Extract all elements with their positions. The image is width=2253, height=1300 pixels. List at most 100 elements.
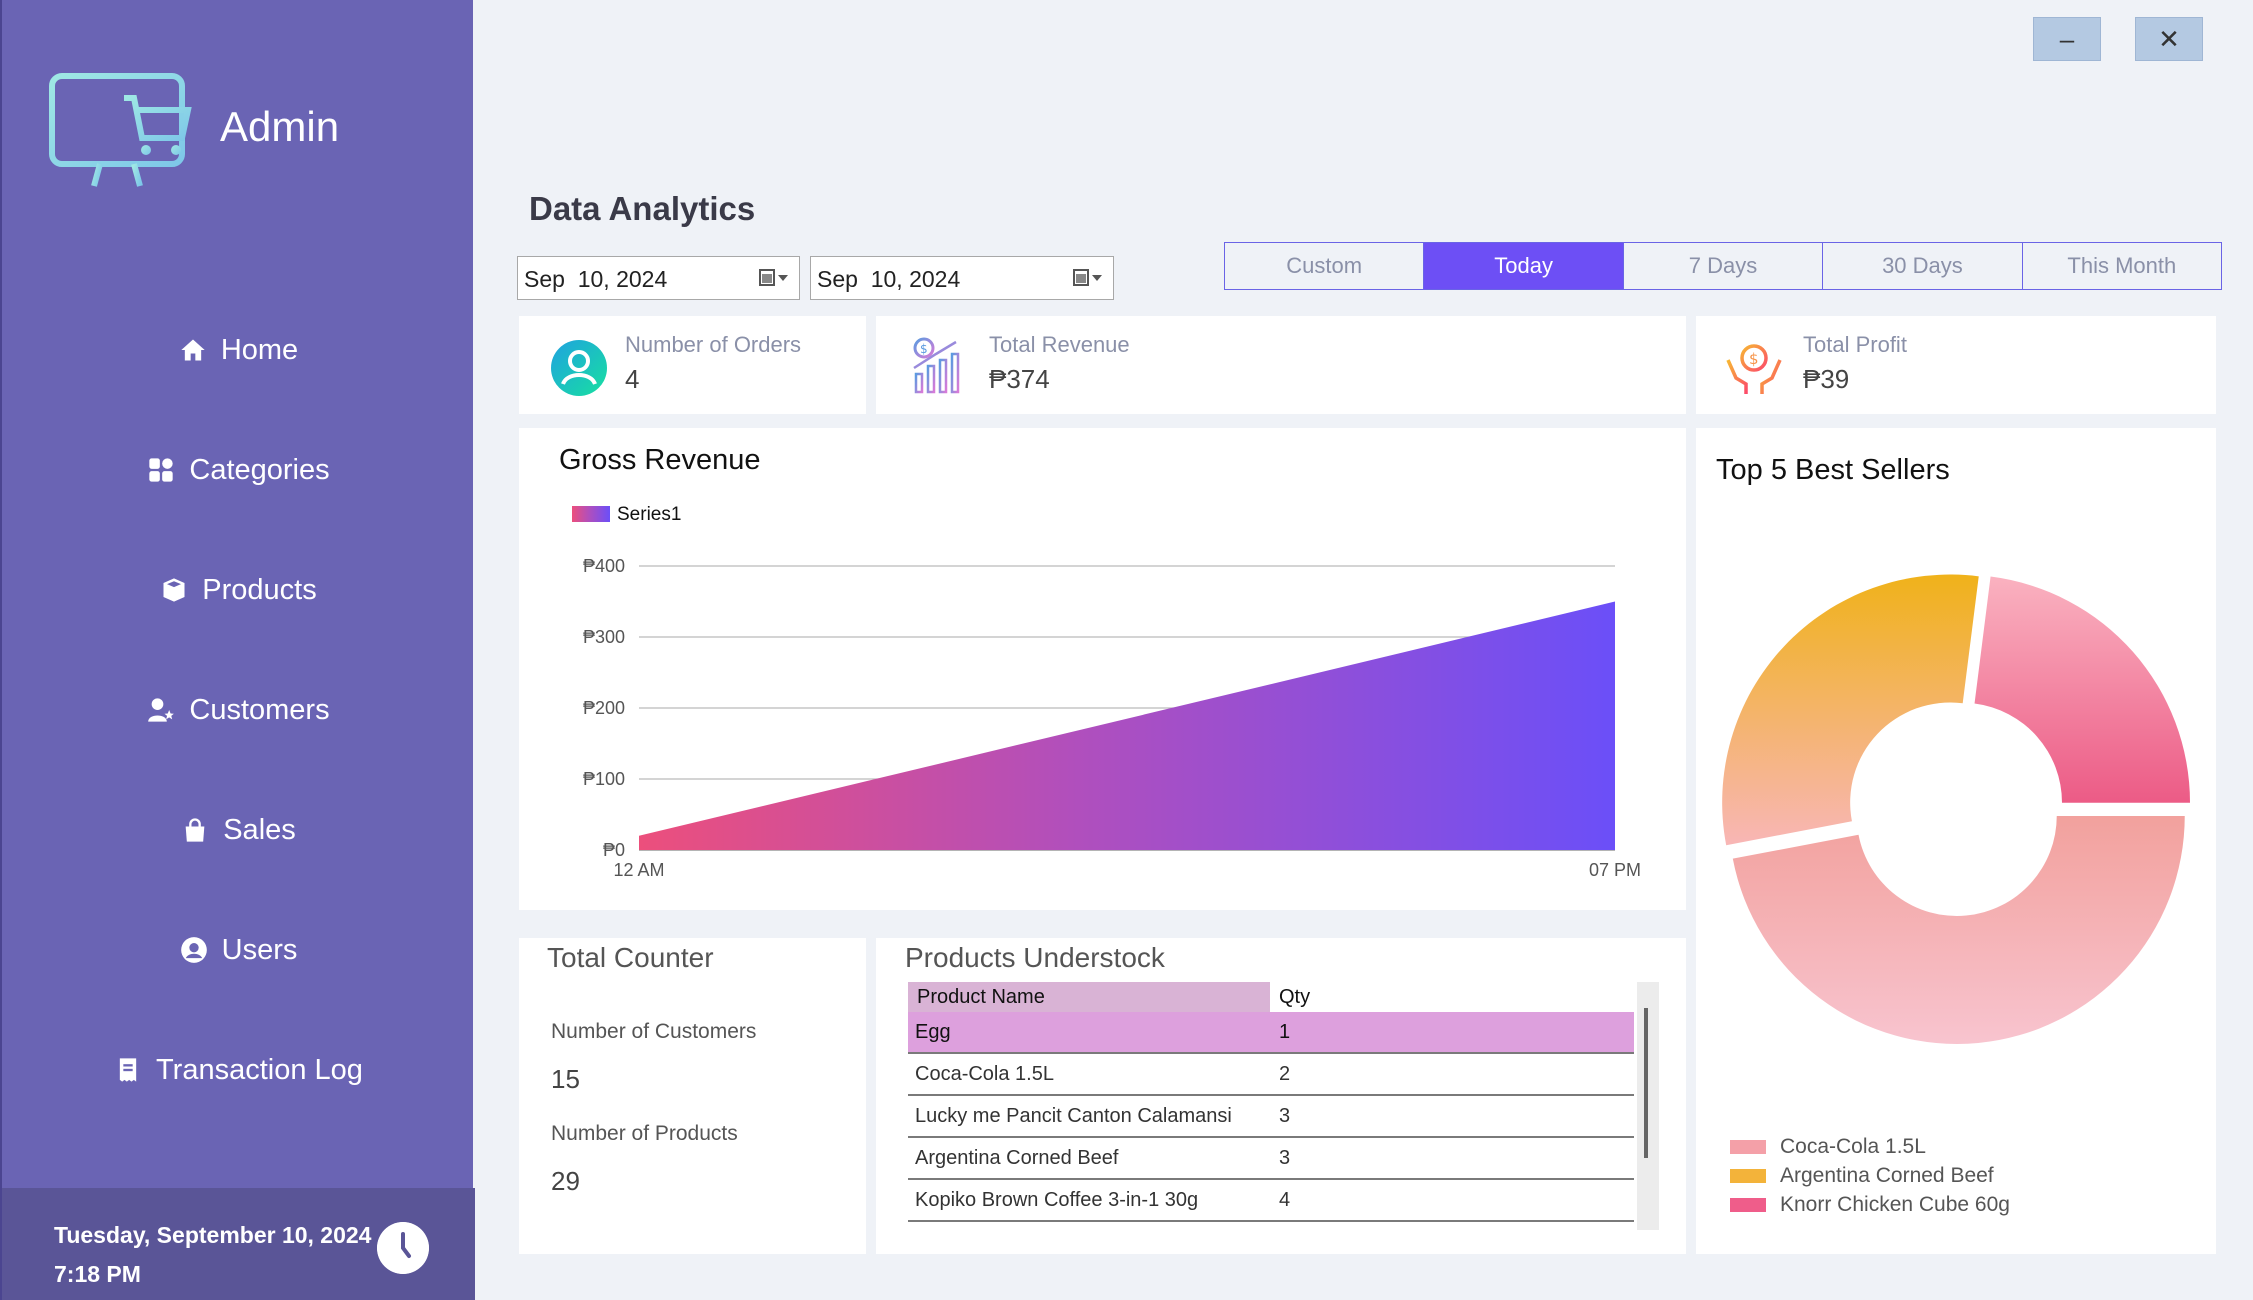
orders-card: Number of Orders 4 [519,316,866,414]
gross-revenue-chart: Series1 ₱0 ₱100 ₱200 ₱300 ₱400 12 AM 07 PM [572,504,1641,880]
understock-table: Product Name Qty Egg 1 Coca-Cola 1.5L 2 … [908,982,1634,1222]
tab-this-month[interactable]: This Month [2022,243,2222,289]
date-from-picker[interactable]: Sep 10, 2024 [517,256,800,300]
legend-swatch [1730,1198,1766,1212]
sidebar-item-products[interactable]: Products [2,530,475,650]
sidebar-item-label: Categories [189,453,330,486]
revenue-value: ₱374 [989,364,1050,394]
sidebar-footer: Tuesday, September 10, 2024 7:18 PM [2,1188,475,1300]
understock-title: Products Understock [905,942,1165,973]
legend-label: Coca-Cola 1.5L [1780,1135,1926,1158]
column-header-qty[interactable]: Qty [1270,982,1634,1012]
customers-count-label: Number of Customers [551,1020,757,1043]
profit-value: ₱39 [1803,364,1850,394]
legend-label: Argentina Corned Beef [1780,1164,1994,1187]
orders-value: 4 [625,364,640,394]
series1-area [639,601,1615,850]
current-date: Tuesday, September 10, 2024 [54,1222,372,1248]
legend-label: Knorr Chicken Cube 60g [1780,1193,2010,1216]
best-sellers-donut [1722,574,2191,1044]
store-monitor-icon [49,73,192,191]
svg-text:$: $ [1749,350,1759,368]
profit-card: $ Total Profit ₱39 [1696,316,2216,414]
cell-qty: 4 [1279,1188,1291,1211]
revenue-card: $ Total Revenue ₱374 [876,316,1686,414]
date-to-picker[interactable]: Sep 10, 2024 [810,256,1114,300]
user-star-icon [148,698,175,722]
y-tick-label: ₱0 [603,840,625,860]
svg-text:$: $ [920,342,928,356]
range-tabs: Custom Today 7 Days 30 Days This Month [1224,242,2222,290]
legend-swatch [1730,1140,1766,1154]
sidebar-item-sales[interactable]: Sales [2,770,475,890]
date-from-value: Sep 10, 2024 [524,266,668,292]
cell-product-name: Coca-Cola 1.5L [915,1062,1054,1085]
y-tick-label: ₱300 [583,627,625,647]
legend-item: Argentina Corned Beef [1730,1164,1994,1188]
cell-product-name: Lucky me Pancit Canton Calamansi [915,1104,1232,1127]
table-row[interactable]: Egg 1 [908,1012,1634,1054]
cell-qty: 2 [1279,1062,1291,1085]
sidebar-item-transaction-log[interactable]: Transaction Log [2,1010,475,1130]
sidebar-item-label: Transaction Log [156,1053,363,1086]
home-icon [181,339,205,361]
gross-revenue-card: Gross Revenue Series1 ₱0 ₱100 ₱200 ₱300 ₱400 1… [519,428,1686,910]
revenue-chart-icon: $ [913,337,960,394]
tab-7-days[interactable]: 7 Days [1623,243,1824,289]
x-tick-label: 07 PM [1589,860,1641,880]
minimize-button[interactable]: – [2033,17,2101,61]
table-row[interactable]: Lucky me Pancit Canton Calamansi 3 [908,1096,1634,1138]
customer-avatar-icon [551,340,607,396]
products-count-value: 29 [551,1166,580,1196]
best-sellers-title: Top 5 Best Sellers [1716,454,1950,486]
cell-product-name: Argentina Corned Beef [915,1146,1119,1169]
scrollbar-thumb[interactable] [1644,1008,1648,1158]
donut-slice [1722,574,1979,846]
column-header-product-name[interactable]: Product Name [908,982,1270,1012]
tab-today[interactable]: Today [1424,243,1624,289]
cell-qty: 3 [1279,1104,1291,1127]
donut-slice [1732,815,2185,1044]
grid-icon [149,458,174,482]
sidebar-item-home[interactable]: Home [2,290,475,410]
table-row[interactable]: Argentina Corned Beef 3 [908,1138,1634,1180]
table-scrollbar[interactable] [1637,982,1659,1230]
calendar-dropdown-icon[interactable] [1073,268,1103,288]
table-row[interactable]: Coca-Cola 1.5L 2 [908,1054,1634,1096]
receipt-icon [119,1058,137,1082]
cell-product-name: Kopiko Brown Coffee 3-in-1 30g [915,1188,1199,1211]
tab-30-days[interactable]: 30 Days [1823,243,2023,289]
bag-icon [185,818,205,842]
best-sellers-card: Top 5 Best Sellers [1696,428,2216,1254]
table-row[interactable]: Kopiko Brown Coffee 3-in-1 30g 4 [908,1180,1634,1222]
current-time: 7:18 PM [54,1261,141,1287]
revenue-label: Total Revenue [989,332,1130,357]
clock-icon [377,1222,429,1274]
money-hands-icon: $ [1726,344,1782,394]
total-counter-title: Total Counter [547,942,714,973]
legend-item: Knorr Chicken Cube 60g [1730,1193,2010,1217]
sidebar-item-label: Sales [223,813,296,846]
page-title: Data Analytics [529,190,756,227]
customers-count-value: 15 [551,1064,580,1094]
sidebar-item-users[interactable]: Users [2,890,475,1010]
y-tick-label: ₱100 [583,769,625,789]
sidebar-item-label: Products [202,573,317,606]
tab-custom[interactable]: Custom [1225,243,1425,289]
legend-item: Coca-Cola 1.5L [1730,1135,1926,1159]
sidebar-item-categories[interactable]: Categories [2,410,475,530]
legend-swatch [572,506,610,522]
x-tick-label: 12 AM [613,860,664,880]
sidebar-item-label: Home [220,333,299,366]
products-count-label: Number of Products [551,1122,738,1145]
y-tick-label: ₱400 [583,556,625,576]
sidebar-item-customers[interactable]: Customers [2,650,475,770]
sidebar-item-label: Customers [189,693,330,726]
cell-product-name: Egg [915,1020,951,1043]
calendar-dropdown-icon[interactable] [759,268,789,288]
legend-swatch [1730,1169,1766,1183]
close-button[interactable]: ✕ [2135,17,2203,61]
sidebar-item-label: Users [221,933,298,966]
sidebar-nav: Home Categories Products Customers Sales… [2,290,475,1130]
total-counter-card: Total Counter Number of Customers 15 Num… [519,938,866,1254]
